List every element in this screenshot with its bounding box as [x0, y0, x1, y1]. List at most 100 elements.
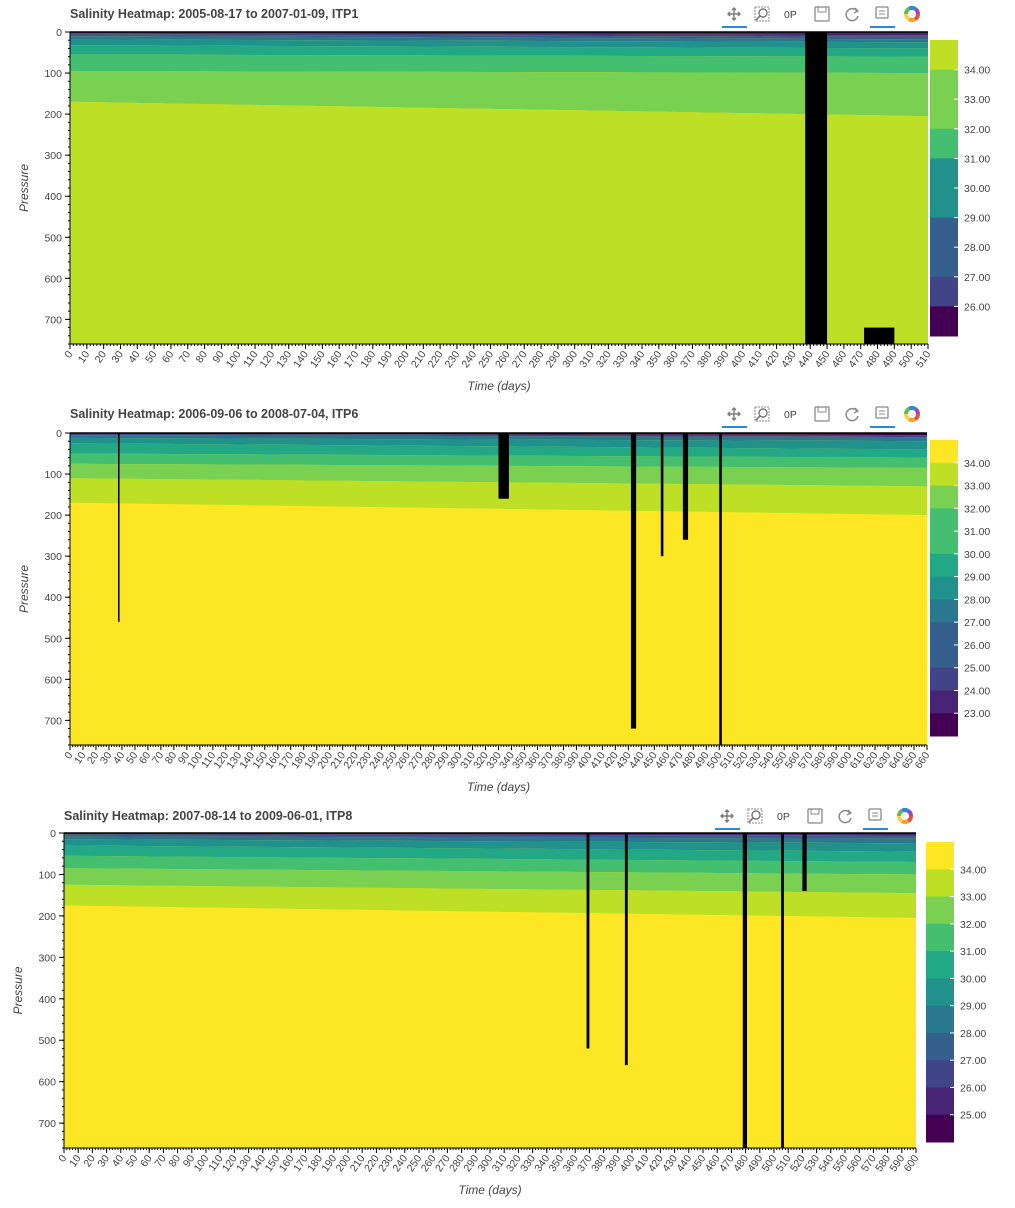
x-tick-label: 50: [143, 349, 160, 366]
salinity-layer-26: [70, 32, 928, 36]
wheel-zoom-tool-icon[interactable]: 0P: [784, 9, 797, 21]
logo-petal: [904, 407, 910, 414]
x-tick-label: 410: [745, 349, 765, 370]
colorbar-label: 26.00: [964, 640, 990, 652]
hover-tool-icon[interactable]: [870, 406, 895, 428]
bokeh-logo-icon[interactable]: [897, 807, 913, 825]
y-tick-label: 100: [38, 869, 56, 881]
colorbar-label: 27.00: [964, 272, 990, 284]
colorbar: 34.00 33.00 32.00 31.00 30.00 29.00 28.00 27.00…: [926, 842, 986, 1143]
missing-data-band: [624, 833, 628, 1066]
wheel-zoom-tool-icon[interactable]: 0P: [777, 811, 790, 823]
logo-petal: [897, 816, 903, 823]
x-tick-label: 230: [443, 349, 463, 370]
colorbar-bin: [930, 690, 958, 714]
colorbar-label: 30.00: [964, 549, 990, 561]
colorbar-label: 26.00: [960, 1082, 986, 1094]
heatmap-chart-itp1: Salinity Heatmap: 2005-08-17 to 2007-01-…: [17, 5, 990, 393]
logo-petal: [901, 819, 909, 825]
x-tick-label: 340: [628, 349, 648, 370]
x-tick-label: 10: [76, 349, 93, 366]
colorbar-label: 28.00: [960, 1028, 986, 1040]
missing-data-band: [586, 833, 590, 1049]
reset-tool-icon[interactable]: [838, 809, 853, 824]
box-zoom-tool-icon[interactable]: [754, 406, 770, 422]
missing-data-band: [802, 833, 807, 892]
heatmap-chart-itp6: Salinity Heatmap: 2006-09-06 to 2008-07-…: [17, 405, 990, 794]
colorbar-bin: [926, 951, 954, 979]
bokeh-logo-icon[interactable]: [904, 5, 920, 23]
x-tick-label: 290: [543, 349, 563, 370]
x-tick-label: 370: [678, 349, 698, 370]
box-zoom-tool-icon[interactable]: [747, 808, 763, 824]
save-tool-icon[interactable]: [807, 808, 823, 824]
plot-area: [64, 833, 916, 1148]
zoom-handle: [748, 817, 754, 823]
y-tick-label: 0: [56, 27, 62, 39]
x-tick-label: 320: [594, 349, 614, 370]
x-tick-label: 250: [476, 349, 496, 370]
reset-tool-icon[interactable]: [845, 7, 860, 22]
box-zoom-tool-icon[interactable]: [754, 6, 770, 22]
x-tick-label: 310: [577, 349, 597, 370]
colorbar-label: 29.00: [960, 1001, 986, 1013]
colorbar-bin: [930, 69, 958, 100]
missing-data-band: [630, 433, 637, 729]
x-tick-label: 80: [194, 349, 211, 366]
pan-tool-icon[interactable]: [715, 809, 740, 830]
x-tick-label: 240: [459, 349, 479, 370]
logo-petal: [904, 7, 910, 14]
pan-tool-icon[interactable]: [722, 7, 747, 28]
x-tick-label: 350: [644, 349, 664, 370]
save-tool-icon[interactable]: [814, 6, 830, 22]
reset-arrow: [853, 407, 860, 414]
colorbar-label: 33.00: [964, 94, 990, 106]
reset-tool-icon[interactable]: [845, 407, 860, 422]
save-slot: [810, 808, 820, 815]
y-tick-label: 300: [44, 551, 62, 563]
colorbar-bin: [926, 1114, 954, 1143]
hover-tool-icon[interactable]: [870, 6, 895, 28]
x-tick-label: 60: [160, 349, 177, 366]
colorbar: 34.00 33.00 32.00 31.00 30.00 29.00 28.00 27.00…: [930, 40, 990, 337]
wheel-zoom-tool-icon[interactable]: 0P: [784, 409, 797, 421]
x-tick-label: 660: [913, 750, 933, 771]
y-tick-label: 200: [44, 510, 62, 522]
x-tick-label: 30: [98, 750, 115, 767]
x-tick-label: 510: [914, 349, 934, 370]
colorbar-label: 34.00: [964, 458, 990, 470]
x-tick-label: 440: [796, 349, 816, 370]
x-tick-label: 220: [426, 349, 446, 370]
colorbar-label: 25.00: [960, 1110, 986, 1122]
colorbar-label: 24.00: [964, 685, 990, 697]
logo-petal: [907, 809, 913, 816]
save-slot: [817, 6, 827, 13]
hover-tool-icon[interactable]: [863, 808, 888, 830]
salinity-layer-33: [70, 71, 928, 117]
colorbar-bin: [930, 247, 958, 278]
salinity-layer-34: [64, 905, 916, 1148]
x-tick-label: 190: [375, 349, 395, 370]
colorbar-label: 26.00: [964, 301, 990, 313]
colorbar-label: 30.00: [964, 183, 990, 195]
missing-data-band: [742, 833, 748, 1148]
colorbar-bin: [930, 644, 958, 669]
y-tick-label: 400: [44, 592, 62, 604]
save-tool-icon[interactable]: [814, 406, 830, 422]
colorbar-bin: [930, 276, 958, 307]
pan-tool-icon[interactable]: [722, 407, 747, 428]
bokeh-logo-icon[interactable]: [904, 405, 920, 423]
x-tick-label: 70: [150, 750, 167, 767]
colorbar-bin: [930, 531, 958, 555]
salinity-layer-28: [70, 34, 928, 40]
colorbar-bin: [930, 667, 958, 691]
salinity-layer-34: [70, 502, 927, 745]
salinity-layer-32: [64, 868, 916, 894]
y-tick-label: 600: [44, 273, 62, 285]
salinity-layer-30: [70, 39, 928, 49]
colorbar-bin: [930, 508, 958, 532]
x-tick-label: 170: [342, 349, 362, 370]
salinity-layer-29: [70, 36, 928, 43]
colorbar-bin: [930, 485, 958, 509]
logo-petal: [908, 417, 916, 423]
